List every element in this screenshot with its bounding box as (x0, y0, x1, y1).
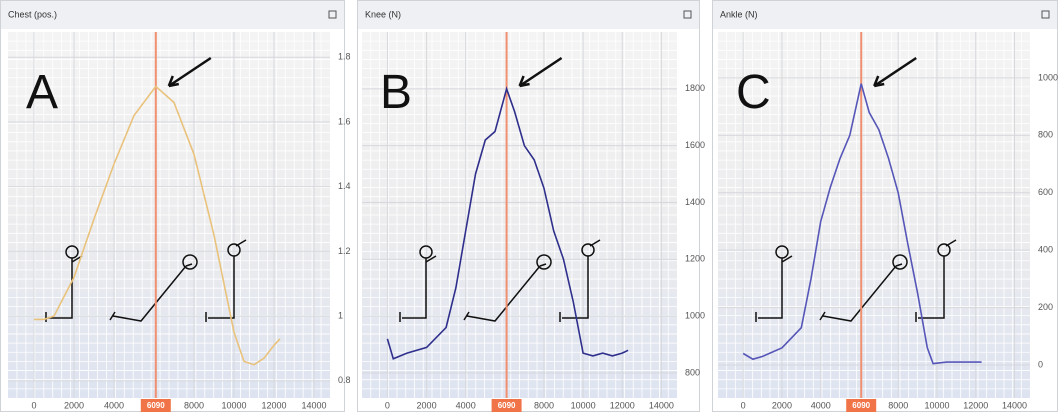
x-tick-label: 2000 (417, 400, 437, 410)
x-tick-label: 10000 (221, 400, 246, 410)
x-tick-label: 0 (31, 400, 36, 410)
y-tick-label: 1600 (685, 140, 705, 150)
x-tick-label: 4000 (811, 400, 831, 410)
panel-letter: B (380, 66, 412, 119)
x-tick-label: 10000 (924, 400, 949, 410)
panel-letter: C (736, 66, 771, 119)
y-tick-label: 1.8 (338, 52, 351, 62)
x-tick-label: 8000 (534, 400, 554, 410)
x-tick-label: 10000 (571, 400, 596, 410)
panel: Ankle (N) 0 2000 4000 8000 10000 12000 14000 0 20… (713, 1, 1058, 412)
x-tick-label: 2000 (64, 400, 84, 410)
x-tick-label: 2000 (772, 400, 792, 410)
title-bar (358, 1, 699, 29)
x-tick-label: 0 (385, 400, 390, 410)
x-tick-label: 0 (741, 400, 746, 410)
title-bar (713, 1, 1057, 29)
x-tick-label: 8000 (888, 400, 908, 410)
panel-title: Ankle (N) (720, 9, 758, 19)
cursor-label: 6090 (147, 401, 165, 410)
x-tick-label: 12000 (610, 400, 635, 410)
y-tick-label: 1 (338, 311, 343, 321)
panel-title: Knee (N) (365, 9, 401, 19)
x-tick-label: 12000 (261, 400, 286, 410)
y-tick-label: 1.4 (338, 181, 351, 191)
x-tick-label: 14000 (1002, 400, 1027, 410)
x-tick-label: 14000 (649, 400, 674, 410)
x-tick-label: 12000 (963, 400, 988, 410)
y-tick-label: 1200 (685, 254, 705, 264)
y-tick-label: 800 (1038, 130, 1053, 140)
cursor-label: 6090 (852, 401, 870, 410)
x-tick-label: 14000 (301, 400, 326, 410)
x-tick-label: 8000 (184, 400, 204, 410)
y-tick-label: 1400 (685, 197, 705, 207)
y-tick-label: 1800 (685, 83, 705, 93)
y-tick-label: 200 (1038, 302, 1053, 312)
cursor-label: 6090 (498, 401, 516, 410)
y-tick-label: 400 (1038, 245, 1053, 255)
screen: Chest (pos.)0200040008000100001200014000… (0, 0, 1058, 412)
y-tick-label: 0.8 (338, 375, 351, 385)
panel: Chest (pos.) 0 2000 4000 8000 10000 12000 14000… (1, 1, 351, 412)
x-tick-label: 4000 (104, 400, 124, 410)
panel-letter: A (26, 66, 58, 119)
y-tick-label: 1.6 (338, 116, 351, 126)
y-tick-label: 600 (1038, 187, 1053, 197)
x-tick-label: 4000 (456, 400, 476, 410)
y-tick-label: 1000 (1038, 72, 1058, 82)
y-tick-label: 0 (1038, 359, 1043, 369)
panel: Knee (N) 0 2000 4000 8000 10000 12000 14000 800 1… (358, 1, 706, 412)
y-tick-label: 1000 (685, 311, 705, 321)
panel-title: Chest (pos.) (8, 9, 57, 19)
y-tick-label: 800 (685, 367, 700, 377)
y-tick-label: 1.2 (338, 246, 351, 256)
